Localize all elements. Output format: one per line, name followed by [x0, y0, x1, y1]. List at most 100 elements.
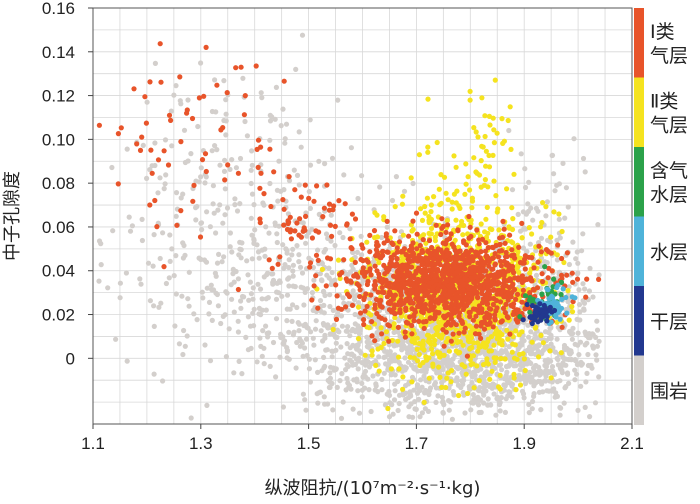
data-point — [380, 248, 386, 254]
data-point — [357, 293, 363, 300]
data-point — [533, 310, 539, 316]
data-point — [392, 352, 398, 358]
data-point — [490, 115, 496, 121]
data-point — [149, 170, 155, 176]
data-point — [396, 400, 402, 407]
data-point — [456, 303, 462, 309]
data-point — [137, 276, 143, 282]
data-point — [425, 96, 431, 102]
data-point — [315, 247, 321, 253]
data-point — [379, 376, 385, 382]
data-point — [355, 323, 361, 329]
data-point — [296, 182, 302, 188]
data-point — [465, 254, 471, 260]
data-point — [503, 350, 510, 356]
data-point — [445, 222, 451, 228]
data-point — [280, 242, 286, 248]
data-point — [436, 364, 442, 370]
data-point — [486, 164, 493, 170]
data-point — [492, 359, 498, 365]
data-point — [391, 321, 397, 327]
data-point — [426, 267, 432, 273]
data-point — [381, 214, 387, 220]
data-point — [552, 394, 558, 400]
data-point — [251, 306, 257, 312]
data-point — [474, 227, 480, 233]
data-point — [352, 361, 358, 368]
data-point — [144, 175, 150, 181]
data-point — [559, 296, 565, 302]
data-point — [344, 341, 350, 347]
data-point — [196, 179, 202, 185]
data-point — [277, 254, 283, 260]
data-point — [381, 340, 387, 347]
data-point — [584, 370, 590, 376]
data-point — [269, 114, 275, 120]
legend-label: 含气 — [650, 160, 688, 182]
data-point — [517, 367, 523, 373]
data-point — [373, 358, 379, 364]
data-point — [467, 298, 473, 304]
data-point — [379, 387, 385, 393]
data-point — [483, 279, 489, 286]
data-point — [538, 407, 544, 413]
data-point — [310, 335, 316, 341]
data-point — [460, 342, 466, 348]
data-point — [364, 344, 370, 350]
data-point — [520, 245, 527, 251]
data-point — [350, 288, 356, 294]
data-point — [290, 268, 296, 274]
data-point — [219, 259, 225, 265]
data-point — [596, 374, 602, 380]
data-point — [521, 395, 527, 401]
data-point — [309, 290, 315, 296]
data-point — [169, 143, 175, 149]
data-point — [252, 227, 258, 233]
data-point — [396, 239, 403, 245]
data-point — [383, 361, 389, 367]
data-point — [154, 224, 160, 230]
data-point — [321, 310, 327, 316]
data-point — [281, 78, 287, 84]
data-point — [528, 205, 534, 211]
data-point — [408, 175, 414, 181]
data-point — [323, 283, 329, 289]
data-point — [261, 361, 267, 367]
data-point — [544, 388, 550, 394]
data-point — [448, 231, 454, 237]
data-point — [552, 188, 558, 194]
data-point — [144, 99, 150, 105]
data-point — [342, 355, 348, 361]
data-point — [222, 157, 228, 163]
data-point — [166, 275, 172, 281]
data-point — [339, 371, 345, 377]
data-point — [261, 345, 267, 351]
data-point — [401, 391, 407, 397]
data-point — [418, 206, 424, 212]
data-point — [453, 200, 459, 206]
data-point — [543, 247, 550, 253]
data-point — [210, 201, 216, 207]
data-point — [311, 283, 317, 289]
data-point — [482, 351, 488, 357]
data-point — [307, 260, 314, 266]
data-point — [487, 122, 493, 128]
data-point — [178, 195, 184, 201]
data-point — [251, 236, 257, 242]
data-point — [503, 373, 509, 380]
data-point — [433, 385, 439, 391]
data-point — [410, 258, 416, 264]
data-point — [378, 297, 384, 303]
data-point — [266, 257, 272, 263]
data-point — [497, 408, 503, 414]
data-point — [249, 191, 256, 197]
data-point — [452, 378, 458, 384]
data-point — [147, 79, 153, 85]
data-point — [350, 406, 356, 412]
data-point — [521, 356, 528, 362]
data-point — [225, 162, 231, 168]
data-point — [533, 248, 539, 254]
legend-label: 水层 — [650, 241, 688, 263]
data-point — [563, 362, 569, 368]
data-point — [499, 116, 505, 122]
